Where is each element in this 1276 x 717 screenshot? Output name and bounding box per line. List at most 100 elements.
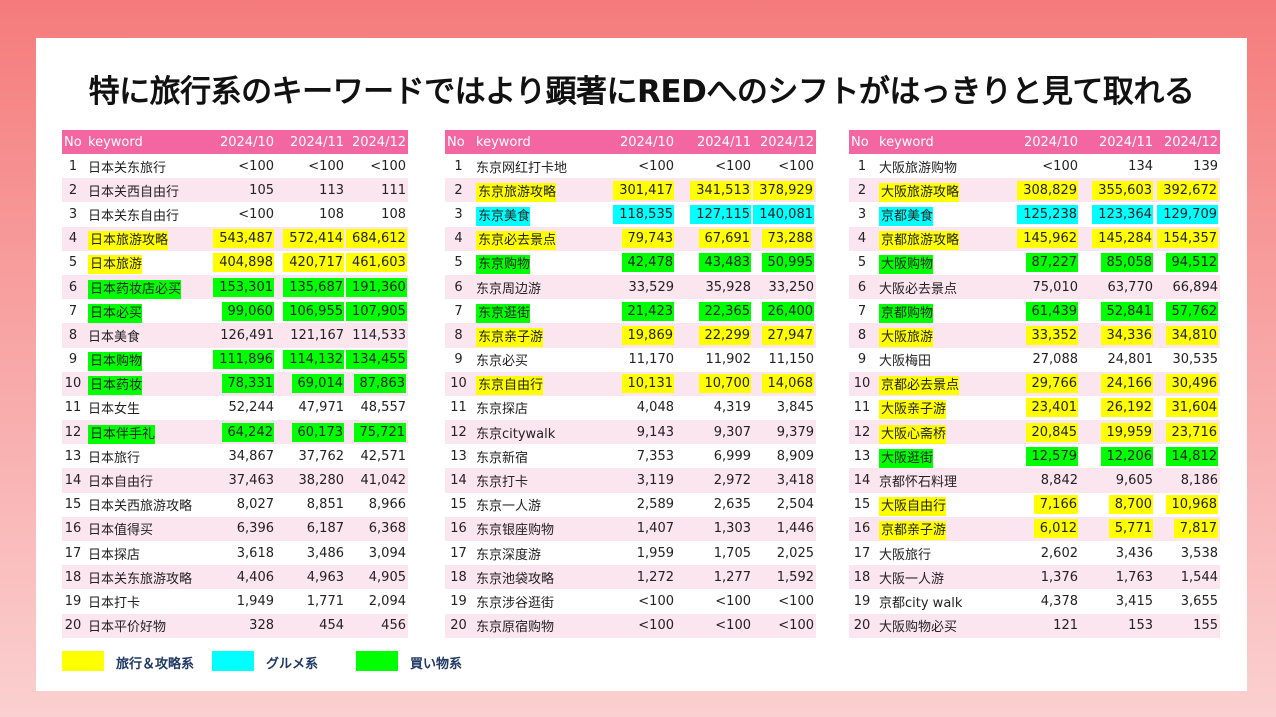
row-number: 20 <box>62 613 84 638</box>
value-text: 355,603 <box>1092 180 1153 200</box>
keyword-cell: 大阪必去景点 <box>875 274 1004 300</box>
value-cell-2024-10: 23,401 <box>1004 395 1080 421</box>
value-text: 108 <box>381 206 406 222</box>
value-text: 6,368 <box>368 521 406 537</box>
value-text: 19,959 <box>1100 422 1153 442</box>
value-cell-2024-11: 24,166 <box>1080 371 1155 396</box>
value-text: 60,173 <box>291 422 344 442</box>
value-cell-2024-10: 1,959 <box>601 541 676 566</box>
value-cell-2024-12: 30,496 <box>1155 371 1220 396</box>
row-number: 5 <box>849 250 875 275</box>
table-row: 7 日本必买 99,060 106,955 107,905 <box>62 299 408 324</box>
value-cell-2024-11: 2,972 <box>676 468 753 493</box>
keyword-table-japan: No keyword 2024/10 2024/11 2024/12 1 日本关东… <box>62 130 408 638</box>
row-number: 20 <box>445 613 472 638</box>
value-cell-2024-11: 5,771 <box>1080 516 1155 541</box>
value-text: 5,771 <box>1108 519 1153 539</box>
keyword-text: 大阪逛街 <box>879 448 934 468</box>
value-cell-2024-11: 38,280 <box>276 468 346 493</box>
row-number: 10 <box>849 371 875 396</box>
row-number: 1 <box>62 154 84 179</box>
value-text: <100 <box>308 158 344 174</box>
keyword-cell: 京都必去景点 <box>875 371 1004 396</box>
row-number: 16 <box>849 516 875 541</box>
value-cell-2024-12: 1,592 <box>753 565 816 590</box>
value-text: 8,186 <box>1180 473 1218 489</box>
keyword-text: 大阪旅游购物 <box>879 160 958 176</box>
value-cell-2024-11: 69,014 <box>276 371 346 396</box>
value-text: <100 <box>638 593 674 609</box>
keyword-text: 日本药妆 <box>88 376 143 396</box>
value-cell-2024-11: 37,762 <box>276 444 346 469</box>
keyword-text: 东京一人游 <box>476 499 542 515</box>
table-row: 12 日本伴手礼 64,242 60,173 75,721 <box>62 420 408 445</box>
value-text: 11,902 <box>705 352 752 368</box>
table-row: 12 大阪心斋桥 20,845 19,959 23,716 <box>849 420 1220 445</box>
row-number: 16 <box>62 516 84 541</box>
row-number: 20 <box>849 613 875 638</box>
row-number: 14 <box>849 468 875 493</box>
value-cell-2024-12: 41,042 <box>346 468 408 493</box>
value-cell-2024-12: 4,905 <box>346 565 408 590</box>
value-text: 42,571 <box>360 448 407 464</box>
table-row: 15 东京一人游 2,589 2,635 2,504 <box>445 492 816 517</box>
keyword-cell: 东京池袋攻略 <box>472 565 601 590</box>
value-text: 12,206 <box>1100 446 1153 466</box>
row-number: 15 <box>849 492 875 517</box>
keyword-text: 东京citywalk <box>476 426 556 442</box>
value-cell-2024-12: 392,672 <box>1155 178 1220 203</box>
row-number: 1 <box>445 154 472 179</box>
value-cell-2024-11: <100 <box>676 154 753 179</box>
value-cell-2024-11: 1,763 <box>1080 565 1155 590</box>
value-text: 21,423 <box>621 301 674 321</box>
value-text: 191,360 <box>346 277 407 297</box>
table-row: 3 京都美食 125,238 123,364 129,709 <box>849 202 1220 227</box>
keyword-text: 日本关东旅行 <box>88 160 167 176</box>
value-text: 1,763 <box>1115 569 1153 585</box>
row-number: 19 <box>849 589 875 614</box>
table-row: 11 日本女生 52,244 47,971 48,557 <box>62 395 408 421</box>
table-row: 5 大阪购物 87,227 85,058 94,512 <box>849 250 1220 275</box>
value-text: 99,060 <box>221 301 274 321</box>
value-text: 8,966 <box>368 497 406 513</box>
value-text: 134,455 <box>346 350 407 370</box>
keyword-cell: 东京探店 <box>472 395 601 421</box>
value-text: 87,227 <box>1025 253 1078 273</box>
row-number: 6 <box>445 274 472 300</box>
value-cell-2024-12: 48,557 <box>346 395 408 421</box>
value-text: 48,557 <box>360 400 407 416</box>
table-row: 3 日本关东自由行 <100 108 108 <box>62 202 408 227</box>
row-number: 17 <box>849 541 875 566</box>
value-text: 1,446 <box>776 521 814 537</box>
row-number: 15 <box>445 492 472 517</box>
value-text: 3,538 <box>1180 545 1218 561</box>
keyword-text: 日本自由行 <box>88 475 154 491</box>
row-number: 9 <box>62 347 84 372</box>
table-row: 9 日本购物 111,896 114,132 134,455 <box>62 347 408 372</box>
value-text: 1,272 <box>636 569 674 585</box>
value-cell-2024-10: 3,618 <box>205 541 276 566</box>
table-row: 1 日本关东旅行 <100 <100 <100 <box>62 154 408 179</box>
table-row: 14 东京打卡 3,119 2,972 3,418 <box>445 468 816 493</box>
table-row: 16 日本值得买 6,396 6,187 6,368 <box>62 516 408 541</box>
value-cell-2024-11: 572,414 <box>276 226 346 251</box>
row-number: 5 <box>62 250 84 275</box>
header-2024-10: 2024/10 <box>1004 130 1080 154</box>
value-text: 26,192 <box>1100 398 1153 418</box>
keyword-text: 京都必去景点 <box>879 376 960 396</box>
value-cell-2024-11: 1,277 <box>676 565 753 590</box>
value-cell-2024-12: 134,455 <box>346 347 408 372</box>
value-text: 454 <box>319 618 344 634</box>
keyword-text: 东京网红打卡地 <box>476 160 568 176</box>
value-cell-2024-11: 6,187 <box>276 516 346 541</box>
keyword-text: 日本旅游 <box>88 255 143 275</box>
value-cell-2024-11: 121,167 <box>276 323 346 348</box>
value-cell-2024-11: 26,192 <box>1080 395 1155 421</box>
value-cell-2024-11: 113 <box>276 178 346 203</box>
value-cell-2024-12: 2,094 <box>346 589 408 614</box>
value-text: 572,414 <box>283 229 344 249</box>
value-cell-2024-12: 42,571 <box>346 444 408 469</box>
value-cell-2024-11: 9,605 <box>1080 468 1155 493</box>
row-number: 11 <box>849 395 875 421</box>
row-number: 17 <box>445 541 472 566</box>
